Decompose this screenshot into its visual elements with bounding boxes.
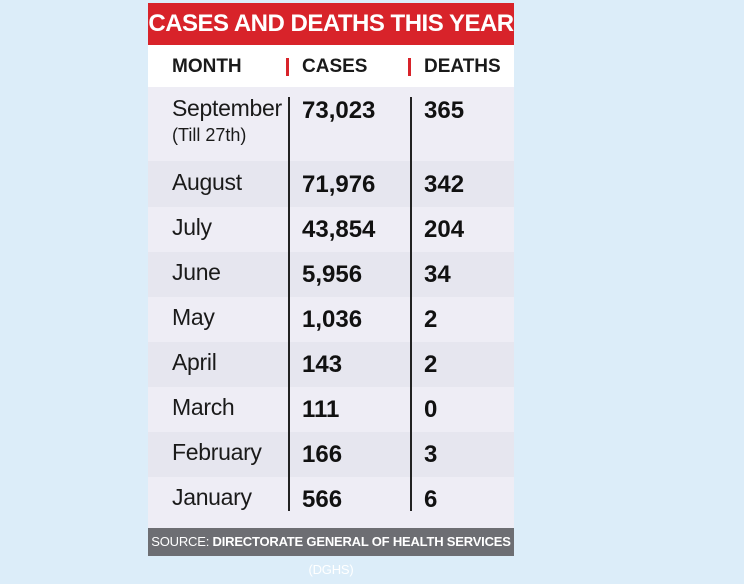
row-month: January <box>172 484 252 510</box>
table-row: April 143 2 <box>148 342 514 387</box>
table-row: March 111 0 <box>148 387 514 432</box>
row-month: May <box>172 304 215 330</box>
row-month: April <box>172 349 217 375</box>
header-month: MONTH <box>172 56 242 77</box>
row-month: September <box>172 95 282 121</box>
cases-deaths-card: CASES AND DEATHS THIS YEAR MONTH CASES D… <box>148 3 514 577</box>
source-name: DIRECTORATE GENERAL OF HEALTH SERVICES <box>212 534 511 549</box>
row-deaths: 0 <box>424 396 438 423</box>
header-deaths: DEATHS <box>424 56 501 77</box>
row-month: March <box>172 394 235 420</box>
row-cases: 73,023 <box>302 97 376 124</box>
table-row: May 1,036 2 <box>148 297 514 342</box>
row-deaths: 365 <box>424 97 465 124</box>
source-prefix: SOURCE: <box>151 534 213 549</box>
row-cases: 166 <box>302 441 343 468</box>
row-deaths: 3 <box>424 441 438 468</box>
row-month: February <box>172 439 262 465</box>
row-deaths: 34 <box>424 261 451 288</box>
table-row: January 566 6 <box>148 477 514 528</box>
table-row: June 5,956 34 <box>148 252 514 297</box>
source-abbr: (DGHS) <box>308 562 354 577</box>
row-cases: 566 <box>302 486 343 513</box>
row-deaths: 204 <box>424 216 465 243</box>
row-month: July <box>172 214 212 240</box>
row-cases: 143 <box>302 351 343 378</box>
row-deaths: 2 <box>424 351 438 378</box>
row-cases: 111 <box>302 396 340 423</box>
table-row: July 43,854 204 <box>148 207 514 252</box>
row-note: (Till 27th) <box>172 125 247 145</box>
table-row: September (Till 27th) 73,023 365 <box>148 87 514 161</box>
table-title: CASES AND DEATHS THIS YEAR <box>148 3 514 45</box>
row-month: June <box>172 259 221 285</box>
table-header: MONTH CASES DEATHS <box>148 45 514 87</box>
table-body: September (Till 27th) 73,023 365 August … <box>148 87 514 528</box>
row-deaths: 342 <box>424 171 465 198</box>
source-footer: SOURCE: DIRECTORATE GENERAL OF HEALTH SE… <box>148 528 514 577</box>
row-deaths: 2 <box>424 306 438 333</box>
table-row: February 166 3 <box>148 432 514 477</box>
row-cases: 5,956 <box>302 261 363 288</box>
header-cases: CASES <box>302 56 368 77</box>
column-divider-deaths <box>410 97 412 511</box>
header-divider-deaths <box>408 58 411 76</box>
header-divider-cases <box>286 58 289 76</box>
column-divider-cases <box>288 97 290 511</box>
row-month: August <box>172 169 242 195</box>
table-row: August 71,976 342 <box>148 161 514 207</box>
row-cases: 71,976 <box>302 171 376 198</box>
row-deaths: 6 <box>424 486 438 513</box>
row-cases: 1,036 <box>302 306 363 333</box>
row-cases: 43,854 <box>302 216 376 243</box>
